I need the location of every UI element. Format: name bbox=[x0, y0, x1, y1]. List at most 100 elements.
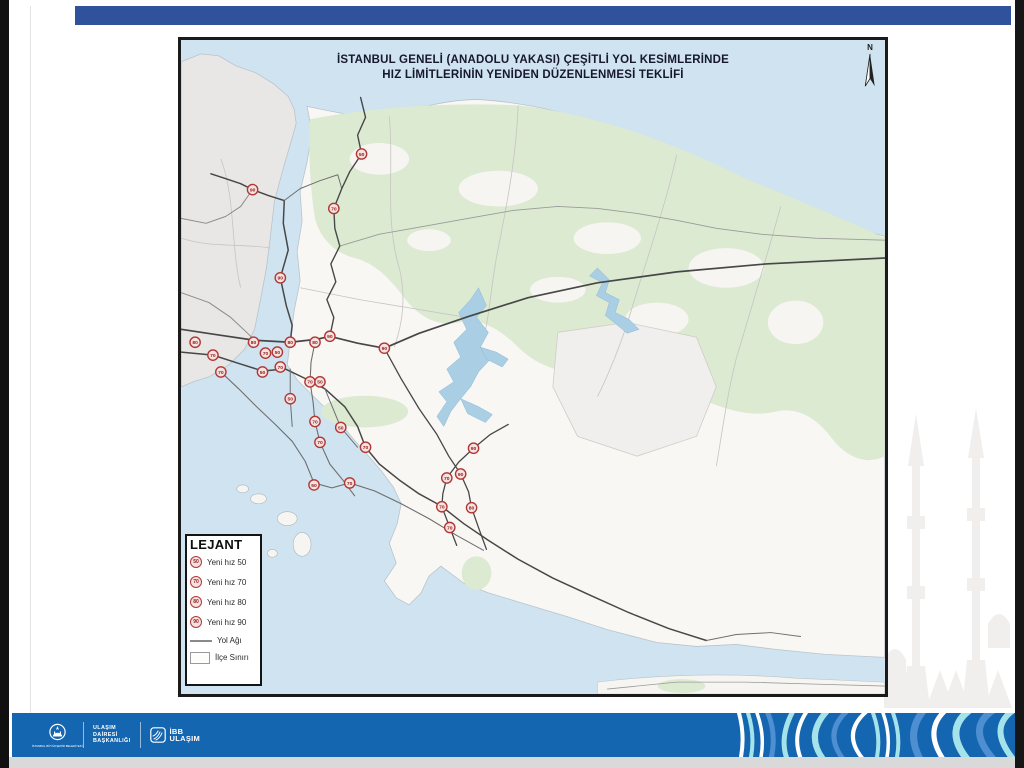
svg-text:90: 90 bbox=[250, 188, 256, 194]
footer-divider bbox=[83, 722, 84, 748]
brand-line1: İBB bbox=[169, 726, 184, 736]
speed-marker: 90 bbox=[454, 468, 467, 480]
legend-item-district-boundary: İlçe Sınırı bbox=[190, 649, 257, 666]
speed-50-icon: 50 bbox=[190, 556, 202, 568]
speed-marker: 80 bbox=[309, 336, 321, 349]
ibb-ulasim-logo: İBB ULAŞIM bbox=[149, 726, 201, 743]
map-legend: LEJANT 50 Yeni hız 50 70 Yeni hız 70 80 … bbox=[185, 534, 262, 686]
screen-edge-right bbox=[1015, 0, 1024, 768]
speed-90-icon: 90 bbox=[190, 616, 202, 628]
speed-marker: 50 bbox=[314, 376, 326, 388]
svg-text:50: 50 bbox=[311, 483, 317, 489]
legend-item-speed70: 70 Yeni hız 70 bbox=[190, 572, 257, 592]
ibb-municipality-logo: İSTANBUL BÜYÜKŞEHİR BELEDİYESİ bbox=[32, 723, 82, 748]
speed-marker: 70 bbox=[207, 349, 219, 361]
speed-marker: 70 bbox=[440, 472, 453, 484]
ibb-ulasim-icon bbox=[149, 727, 166, 743]
mosque-watermark-icon bbox=[884, 408, 1012, 713]
map-title: İSTANBUL GENELİ (ANADOLU YAKASI) ÇEŞİTLİ… bbox=[181, 53, 885, 83]
north-arrow-icon bbox=[864, 53, 875, 87]
svg-text:80: 80 bbox=[192, 340, 198, 346]
ibb-logo-caption: İSTANBUL BÜYÜKŞEHİR BELEDİYESİ bbox=[31, 743, 83, 748]
speed-marker: 90 bbox=[378, 342, 391, 355]
speed-marker: 90 bbox=[467, 442, 480, 455]
speed-marker: 50 bbox=[284, 392, 297, 405]
screen-edge-left bbox=[0, 0, 9, 768]
legend-item-road-network: Yol Ağı bbox=[190, 632, 257, 649]
svg-text:70: 70 bbox=[363, 445, 369, 451]
svg-text:70: 70 bbox=[312, 419, 318, 425]
footer-stripe-pattern bbox=[735, 713, 1015, 757]
transport-department-label: ULAŞIM DAİRESİ BAŞKANLIĞI bbox=[93, 725, 131, 745]
speed-marker: 50 bbox=[308, 479, 320, 491]
district-area bbox=[552, 322, 717, 457]
slide-top-bar bbox=[75, 6, 1011, 25]
speed-marker: 70 bbox=[359, 441, 372, 454]
svg-text:80: 80 bbox=[287, 340, 293, 346]
svg-text:70: 70 bbox=[444, 476, 450, 482]
speed-marker: 80 bbox=[284, 336, 297, 349]
svg-text:80: 80 bbox=[312, 340, 318, 346]
speed-marker: 70 bbox=[327, 202, 340, 215]
speed-marker: 50 bbox=[256, 366, 269, 378]
legend-title: LEJANT bbox=[190, 537, 243, 552]
speed-marker: 90 bbox=[324, 330, 336, 343]
svg-text:90: 90 bbox=[278, 276, 284, 282]
map-canvas: 50 70 90 90 80 70 70 80 70 50 80 80 90 50 70 70 50 50 90 70… bbox=[178, 37, 888, 697]
speed-marker: 70 bbox=[309, 415, 321, 428]
speed-marker: 50 bbox=[355, 148, 368, 160]
road-line-icon bbox=[190, 639, 212, 642]
north-label: N bbox=[867, 43, 873, 52]
svg-text:90: 90 bbox=[382, 346, 388, 352]
svg-text:70: 70 bbox=[218, 370, 224, 376]
svg-text:80: 80 bbox=[469, 506, 475, 512]
svg-text:90: 90 bbox=[458, 472, 464, 478]
speed-marker: 70 bbox=[435, 500, 448, 513]
footer-logos: İSTANBUL BÜYÜKŞEHİR BELEDİYESİ ULAŞIM DA… bbox=[32, 713, 201, 757]
svg-text:50: 50 bbox=[317, 380, 323, 386]
svg-text:50: 50 bbox=[275, 350, 281, 356]
map-title-line1: İSTANBUL GENELİ (ANADOLU YAKASI) ÇEŞİTLİ… bbox=[336, 54, 729, 66]
svg-text:50: 50 bbox=[338, 425, 344, 431]
svg-text:50: 50 bbox=[260, 370, 266, 376]
brand-line2: ULAŞIM bbox=[169, 734, 201, 743]
speed-marker: 80 bbox=[247, 336, 260, 349]
south-forest-patch bbox=[657, 679, 706, 694]
speed-marker: 70 bbox=[259, 347, 272, 359]
legend-item-speed90: 90 Yeni hız 90 bbox=[190, 612, 257, 632]
speed-marker: 50 bbox=[334, 421, 347, 434]
princes-islands bbox=[236, 484, 312, 558]
speed-marker: 70 bbox=[304, 376, 316, 388]
reservoir-lakes bbox=[436, 267, 640, 427]
speed-marker: 90 bbox=[274, 271, 287, 284]
legend-item-speed80: 80 Yeni hız 80 bbox=[190, 592, 257, 612]
speed-marker: 90 bbox=[246, 183, 259, 196]
speed-marker: 80 bbox=[465, 501, 478, 514]
speed-marker: 70 bbox=[274, 361, 287, 373]
speed-marker: 70 bbox=[314, 436, 326, 449]
speed-marker: 70 bbox=[343, 477, 356, 489]
svg-text:70: 70 bbox=[347, 481, 353, 487]
district-boundaries bbox=[181, 105, 782, 467]
bottom-gray-strip bbox=[9, 757, 1015, 768]
speed-70-icon: 70 bbox=[190, 576, 202, 588]
speed-markers-layer: 50 70 90 90 80 70 70 80 70 50 80 80 90 50 70 70 50 50 90 70… bbox=[189, 148, 480, 534]
district-box-icon bbox=[190, 651, 210, 664]
map-title-line2: HIZ LİMİTLERİNİN YENİDEN DÜZENLENMESİ TE… bbox=[382, 69, 684, 81]
svg-text:80: 80 bbox=[251, 340, 257, 346]
footer-divider bbox=[139, 722, 141, 748]
svg-text:70: 70 bbox=[210, 353, 216, 359]
svg-text:70: 70 bbox=[317, 440, 323, 446]
svg-text:70: 70 bbox=[307, 380, 313, 386]
svg-text:90: 90 bbox=[327, 334, 333, 340]
speed-marker: 70 bbox=[215, 366, 227, 378]
svg-text:70: 70 bbox=[263, 351, 269, 357]
svg-text:50: 50 bbox=[287, 397, 293, 403]
svg-text:70: 70 bbox=[278, 365, 284, 371]
footer-bar: İSTANBUL BÜYÜKŞEHİR BELEDİYESİ ULAŞIM DA… bbox=[12, 713, 1015, 757]
speed-marker: 70 bbox=[443, 521, 456, 534]
speed-marker: 50 bbox=[271, 346, 284, 358]
svg-text:90: 90 bbox=[471, 446, 477, 452]
svg-text:50: 50 bbox=[359, 152, 365, 158]
